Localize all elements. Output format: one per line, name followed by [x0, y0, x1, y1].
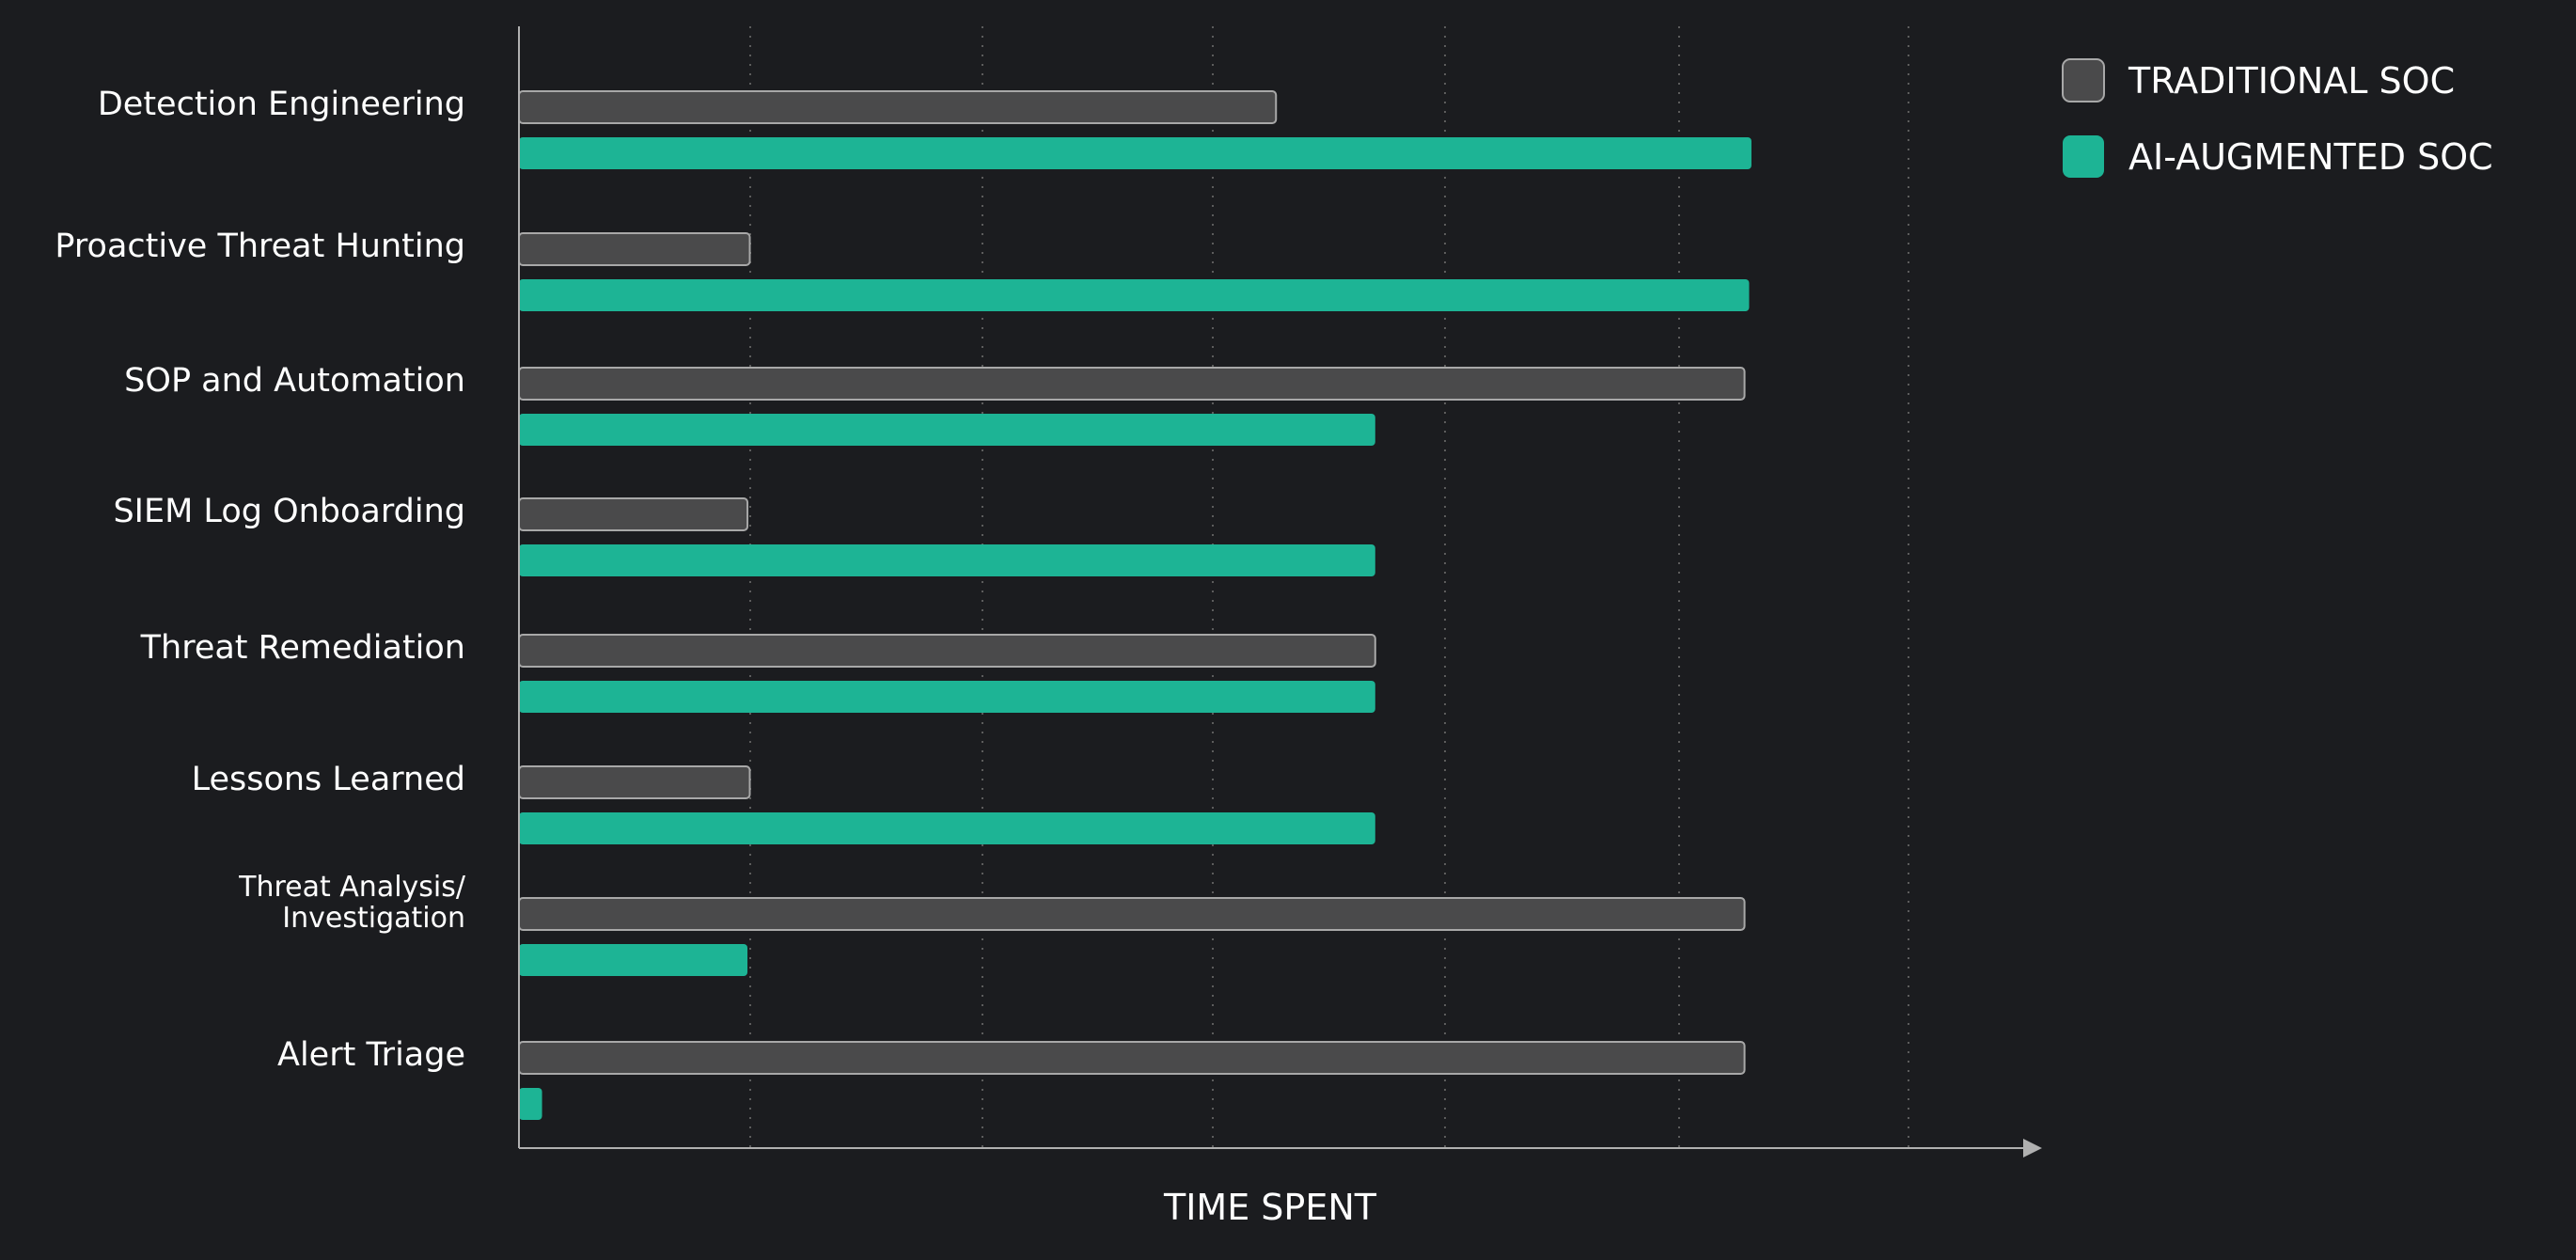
- bar-traditional-soc[interactable]: [518, 634, 1376, 668]
- category-label: Lessons Learned: [192, 761, 465, 798]
- bar-ai-augmented-soc[interactable]: [519, 681, 1375, 713]
- bar-ai-augmented-soc[interactable]: [519, 944, 748, 976]
- bar-ai-augmented-soc[interactable]: [519, 544, 1375, 576]
- x-axis-arrowhead: [2023, 1139, 2042, 1158]
- bar-traditional-soc[interactable]: [518, 497, 749, 531]
- bar-traditional-soc[interactable]: [518, 765, 751, 799]
- bar-traditional-soc[interactable]: [518, 1041, 1746, 1075]
- bar-ai-augmented-soc[interactable]: [519, 137, 1751, 169]
- bar-traditional-soc[interactable]: [518, 897, 1746, 931]
- legend-label[interactable]: AI-AUGMENTED SOC: [2128, 136, 2493, 178]
- bar-ai-augmented-soc[interactable]: [519, 414, 1375, 446]
- category-label: Threat Analysis/: [238, 871, 466, 904]
- category-label: SIEM Log Onboarding: [113, 493, 465, 530]
- category-label: Threat Remediation: [140, 629, 465, 667]
- bar-ai-augmented-soc[interactable]: [519, 812, 1375, 844]
- bar-ai-augmented-soc[interactable]: [519, 279, 1750, 311]
- legend-swatch-ai-augmented[interactable]: [2063, 135, 2104, 178]
- category-labels: Detection Engineering Proactive Threat Hu…: [55, 86, 465, 1074]
- axis-layer: TIME SPENT: [518, 26, 2042, 1228]
- category-label: Investigation: [282, 902, 465, 935]
- legend[interactable]: TRADITIONAL SOC AI-AUGMENTED SOC: [2062, 58, 2493, 178]
- bar-traditional-soc[interactable]: [518, 232, 751, 266]
- legend-label[interactable]: TRADITIONAL SOC: [2128, 60, 2455, 102]
- category-label: Detection Engineering: [98, 86, 465, 123]
- category-label: Alert Triage: [277, 1036, 465, 1074]
- grid-layer: [749, 26, 1909, 1148]
- bars-layer: [518, 90, 1751, 1120]
- bar-ai-augmented-soc[interactable]: [519, 1088, 542, 1120]
- legend-swatch-traditional[interactable]: [2062, 58, 2105, 102]
- category-label: Proactive Threat Hunting: [55, 228, 465, 265]
- category-label: SOP and Automation: [124, 362, 465, 400]
- bar-traditional-soc[interactable]: [518, 367, 1746, 401]
- bar-traditional-soc[interactable]: [518, 90, 1278, 124]
- x-axis-title: TIME SPENT: [1163, 1187, 1377, 1228]
